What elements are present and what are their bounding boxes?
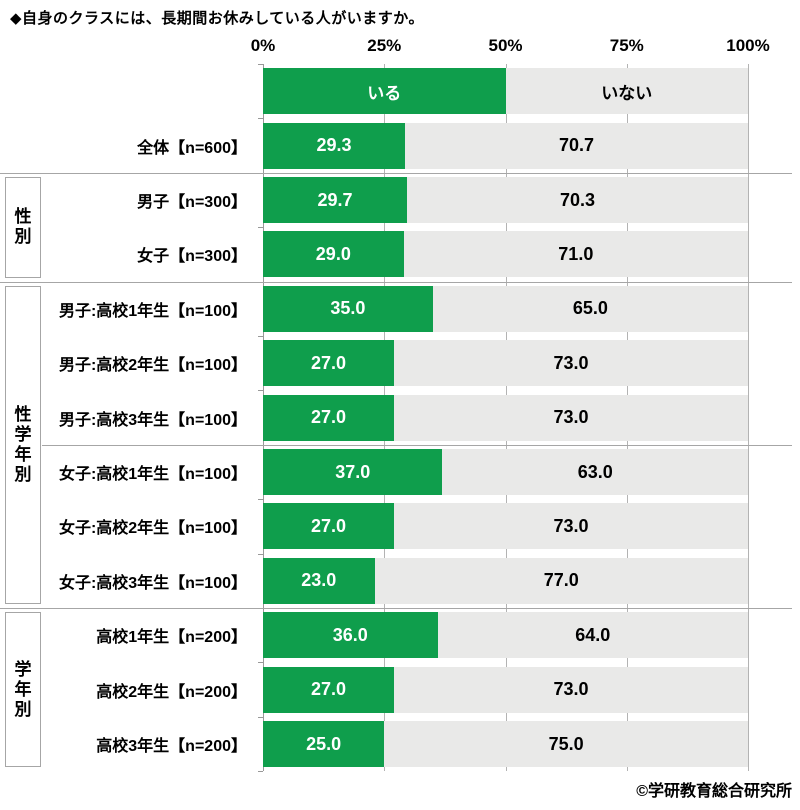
bar-segment-iru: 27.0 [263,394,394,441]
row-label: 男子【n=300】 [137,194,247,211]
bar-segment-iru: 36.0 [263,612,438,659]
group-separator [42,444,792,446]
bar-row: 23.0 77.0 [263,557,748,604]
bar-segment-iru: 29.0 [263,231,404,278]
gridline [748,64,749,772]
group-label-char: 別 [14,227,32,247]
axis-tick [258,64,263,65]
row-label: 男子:高校2年生【n=100】 [58,357,247,375]
bar-segment-inai: 73.0 [393,666,748,713]
chart-title: ◆自身のクラスには、長期間お休みしている人がいますか。 [10,10,424,27]
bar-row: 29.0 71.0 [263,231,748,278]
row-label: 女子【n=300】 [137,248,247,266]
bar-segment-inai: 73.0 [393,394,748,441]
bar-segment-iru: 25.0 [263,721,385,767]
row-label: 女子:高校2年生【n=100】 [58,520,247,538]
axis-tick [258,716,263,718]
row-label: 男子:高校1年生【n=100】 [58,302,247,320]
group-label-char: 年 [14,444,32,464]
row-label: 高校3年生【n=200】 [96,738,247,755]
bar-segment-inai: 70.7 [405,122,748,169]
bar-segment-iru: 35.0 [263,285,433,332]
x-axis-tick-label: 50% [488,36,523,55]
bar-segment-inai: 71.0 [403,231,748,278]
bar-segment-inai: 63.0 [442,449,748,495]
axis-tick [258,227,263,229]
axis-tick [258,499,263,501]
copyright-note: ©学研教育総合研究所 [636,783,792,800]
group-label-char: 年 [14,679,32,699]
row-label: 高校1年生【n=200】 [96,629,247,647]
bar-segment-iru: 37.0 [263,449,443,495]
bar-segment-inai: 70.3 [407,177,748,223]
group-label-char: 別 [14,699,32,719]
bar-row: 27.0 73.0 [263,503,748,550]
group-separator [0,172,792,174]
group-label-char: 学 [14,659,32,679]
row-label: 女子:高校1年生【n=100】 [58,466,247,483]
bar-segment-inai: 65.0 [432,285,748,332]
x-axis-tick-label: 0% [250,36,276,55]
axis-tick [258,118,263,120]
group-box: 性別 [5,176,41,278]
group-separator [0,281,792,283]
legend-item-iru: いる [263,68,506,115]
group-box: 性学年別 [5,285,41,604]
x-axis-tick-label: 25% [367,36,402,55]
row-label: 高校2年生【n=200】 [96,683,247,701]
row-label: 男子:高校3年生【n=100】 [58,411,247,429]
x-axis-tick-label: 75% [609,36,644,55]
bar-segment-inai: 73.0 [393,340,748,387]
row-label: 女子:高校3年生【n=100】 [58,574,247,592]
axis-tick [258,662,263,664]
axis-tick [258,553,263,555]
axis-tick [258,771,263,773]
x-axis-tick-label: 100% [726,36,770,55]
bar-row: 29.7 70.3 [263,177,748,223]
group-label-char: 性 [14,207,32,227]
bar-segment-iru: 23.0 [263,557,375,604]
bar-row: 29.3 70.7 [263,122,748,169]
bar-row: 25.0 75.0 [263,721,748,767]
bar-row: 35.0 65.0 [263,285,748,332]
group-box: 学年別 [5,612,41,768]
bar-segment-inai: 73.0 [393,503,748,550]
group-separator [0,608,792,609]
bar-segment-inai: 77.0 [374,557,748,604]
bar-segment-inai: 64.0 [437,612,748,659]
bar-segment-iru: 27.0 [263,503,394,550]
group-label-char: 別 [14,464,32,484]
bar-segment-iru: 29.3 [263,122,406,169]
bar-row: 27.0 73.0 [263,394,748,441]
axis-tick [258,390,263,392]
legend-item-inai: いない [505,68,748,115]
bar-row: 27.0 73.0 [263,340,748,387]
bar-segment-inai: 75.0 [384,721,748,767]
bar-segment-iru: 27.0 [263,666,394,713]
bar-row: 37.0 63.0 [263,449,748,495]
row-label: 全体【n=600】 [137,139,247,157]
bar-row: 27.0 73.0 [263,666,748,713]
group-label-char: 学 [14,424,32,444]
bar-segment-iru: 27.0 [263,340,394,387]
legend-row: いる いない [263,68,748,115]
axis-tick [258,336,263,337]
bar-row: 36.0 64.0 [263,612,748,659]
bar-segment-iru: 29.7 [263,177,408,223]
group-label-char: 性 [14,404,32,424]
